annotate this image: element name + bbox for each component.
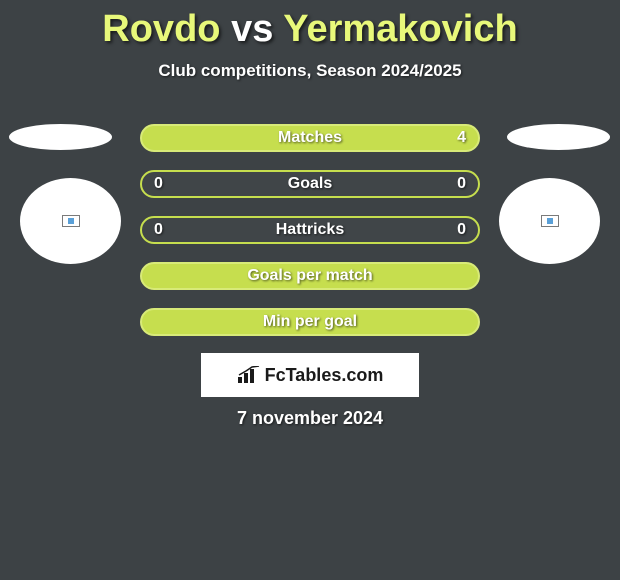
- stat-label: Goals: [194, 175, 426, 193]
- stat-row-goals: 0 Goals 0: [140, 170, 480, 198]
- stat-label: Min per goal: [194, 313, 426, 331]
- stats-container: Matches 4 0 Goals 0 0 Hattricks 0 Goals …: [140, 124, 480, 354]
- title-player2: Yermakovich: [283, 8, 517, 50]
- page-title: Rovdo vs Yermakovich: [0, 0, 620, 51]
- date: 7 november 2024: [0, 408, 620, 429]
- stat-row-hattricks: 0 Hattricks 0: [140, 216, 480, 244]
- player1-ellipse: [9, 124, 112, 150]
- subtitle: Club competitions, Season 2024/2025: [0, 61, 620, 81]
- logo-text: FcTables.com: [265, 365, 384, 386]
- player1-circle: [20, 178, 121, 264]
- stat-left-value: 0: [154, 221, 194, 239]
- stat-row-gpm: Goals per match: [140, 262, 480, 290]
- logo-chart-icon: [237, 366, 261, 384]
- logo-box: FcTables.com: [201, 353, 419, 397]
- stat-label: Matches: [194, 129, 426, 147]
- logo: FcTables.com: [237, 365, 384, 386]
- player2-ellipse: [507, 124, 610, 150]
- player1-flag-icon: [62, 215, 80, 227]
- stat-right-value: 0: [426, 221, 466, 239]
- stat-right-value: 4: [426, 129, 466, 147]
- title-player1: Rovdo: [102, 8, 220, 50]
- title-vs: vs: [231, 8, 273, 50]
- stat-label: Hattricks: [194, 221, 426, 239]
- stat-row-matches: Matches 4: [140, 124, 480, 152]
- player2-flag-icon: [541, 215, 559, 227]
- stat-label: Goals per match: [194, 267, 426, 285]
- player2-circle: [499, 178, 600, 264]
- stat-right-value: 0: [426, 175, 466, 193]
- stat-row-mpg: Min per goal: [140, 308, 480, 336]
- stat-left-value: 0: [154, 175, 194, 193]
